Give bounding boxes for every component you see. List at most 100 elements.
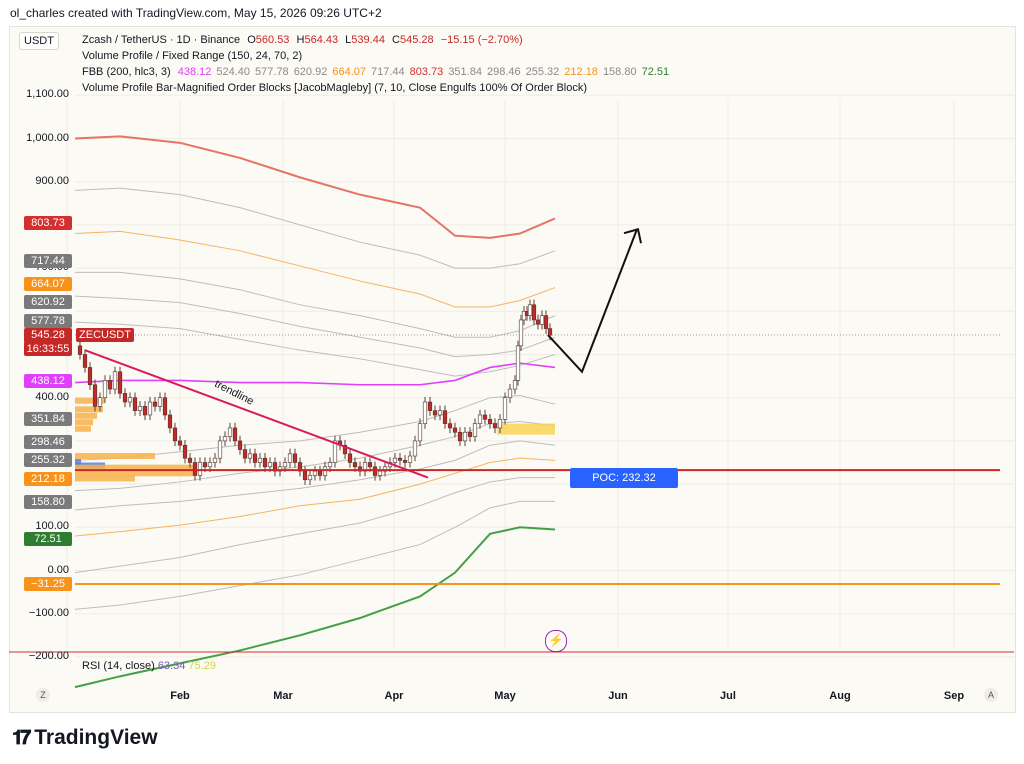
candle-down [452,427,458,433]
price-level-label: 803.73 [24,216,72,231]
candle-up [212,457,218,463]
time-axis-tick: May [494,690,516,702]
time-axis-tick: Feb [170,690,190,702]
candle-up [422,401,428,424]
current-price-label: 545.28 [24,327,72,342]
legend-fbb-value: 620.92 [293,66,328,78]
candle-up [322,466,328,476]
trendline [84,349,429,479]
candle-up [282,462,288,468]
price-level-label: 620.92 [24,295,72,310]
candle-down [352,462,358,468]
candle-down [367,462,373,468]
band-lower-green [74,526,556,689]
candle-down [92,384,98,407]
legend-fbb-value: 438.12 [177,66,212,78]
legend-fbb-value: 577.78 [255,66,289,78]
price-axis-tick: 900.00 [35,174,69,187]
candle-down [117,371,123,394]
legend-fbb-value: 717.44 [371,66,405,78]
band-upper-grey-3 [74,295,556,358]
legend-fbb-value: 298.46 [486,66,521,78]
band-upper-grey-1 [74,187,556,269]
auto-scale-left-button[interactable]: Z [36,688,50,702]
volume-profile-bar [75,397,105,404]
candle-up [222,436,228,442]
candle-down [467,431,473,437]
rsi-legend[interactable]: RSI (14, close) 63.34 75.29 [82,660,216,672]
candle-down [107,380,113,390]
price-level-label: 717.44 [24,253,72,268]
volume-profile-bar [75,406,103,413]
candle-down [82,354,88,368]
price-level-label: 298.46 [24,434,72,449]
currency-box[interactable]: USDT [19,32,59,50]
legend-fbb-row[interactable]: FBB (200, hlc3, 3) 438.12 524.40 577.78 620… [82,64,674,80]
time-axis-tick: Sep [943,690,965,702]
legend-fbb-value: 351.84 [448,66,482,78]
candle-down [272,462,278,472]
candle-down [292,453,298,463]
legend-order-blocks[interactable]: Volume Profile Bar-Magnified Order Block… [82,82,588,94]
candle-down [297,462,303,472]
candle-down [162,397,168,416]
legend-vp-fixed[interactable]: Volume Profile / Fixed Range (150, 24, 7… [82,50,303,62]
price-axis-tick: −100.00 [28,606,69,619]
legend-low: L539.44 [345,34,385,46]
legend-symbol-title[interactable]: Zcash / TetherUS · 1D · Binance [82,34,241,46]
legend-fbb-value: 524.40 [216,66,251,78]
auto-scale-right-button[interactable]: A [984,688,998,702]
band-lower-grey-3 [74,440,556,511]
candle-down [317,470,323,476]
candle-up [362,462,368,472]
price-axis-tick: 0.00 [47,563,69,576]
candle-down [492,423,498,429]
candle-up [127,397,133,403]
candle-down [177,440,183,446]
candle-down [482,414,488,420]
candle-up [102,380,108,399]
rsi-value-1: 63.34 [157,660,186,672]
candle-down [427,401,433,411]
candle-down [442,410,448,424]
candle-down [347,453,353,463]
candle-down [87,367,93,386]
candle-up [392,457,398,463]
legend-fbb-value: 158.80 [602,66,637,78]
candle-down [547,328,553,336]
candle-up [502,397,508,420]
rsi-value-2: 75.29 [188,660,216,672]
time-axis-tick: Jun [608,690,628,702]
candle-up [507,388,513,398]
candle-up [312,470,318,476]
band-upper-orange [74,230,556,308]
volume-profile-bar [75,419,93,426]
candle-up [277,466,283,472]
price-level-label: 351.84 [24,411,72,426]
legend-high: H564.43 [296,34,339,46]
candle-down [531,304,537,321]
candle-down [457,431,463,442]
band-basis-magenta [74,362,556,386]
legend-fbb-label: FBB (200, hlc3, 3) [82,66,171,78]
time-axis-tick: Mar [273,690,293,702]
candle-up [527,304,533,316]
candle-up [307,475,313,481]
candle-down [232,427,238,442]
band-upper-grey-4 [74,321,556,377]
candle-down [402,460,408,463]
legend-fbb-values: 438.12 524.40 577.78 620.92 664.07 717.44 803.… [178,66,674,78]
flash-icon[interactable]: ⚡ [545,630,567,652]
candle-up [407,455,413,463]
candle-up [147,401,153,416]
price-axis-tick: 1,100.00 [26,88,69,101]
band-lower-grey-5 [74,500,555,610]
candle-up [287,453,293,463]
candle-down [77,345,83,355]
price-axis-tick: 1,000.00 [26,131,69,144]
candle-down [172,427,178,442]
candle-up [267,462,273,468]
legend-ohlc-row: Zcash / TetherUS · 1D · Binance O560.53 … [82,32,527,48]
candle-down [182,444,188,459]
